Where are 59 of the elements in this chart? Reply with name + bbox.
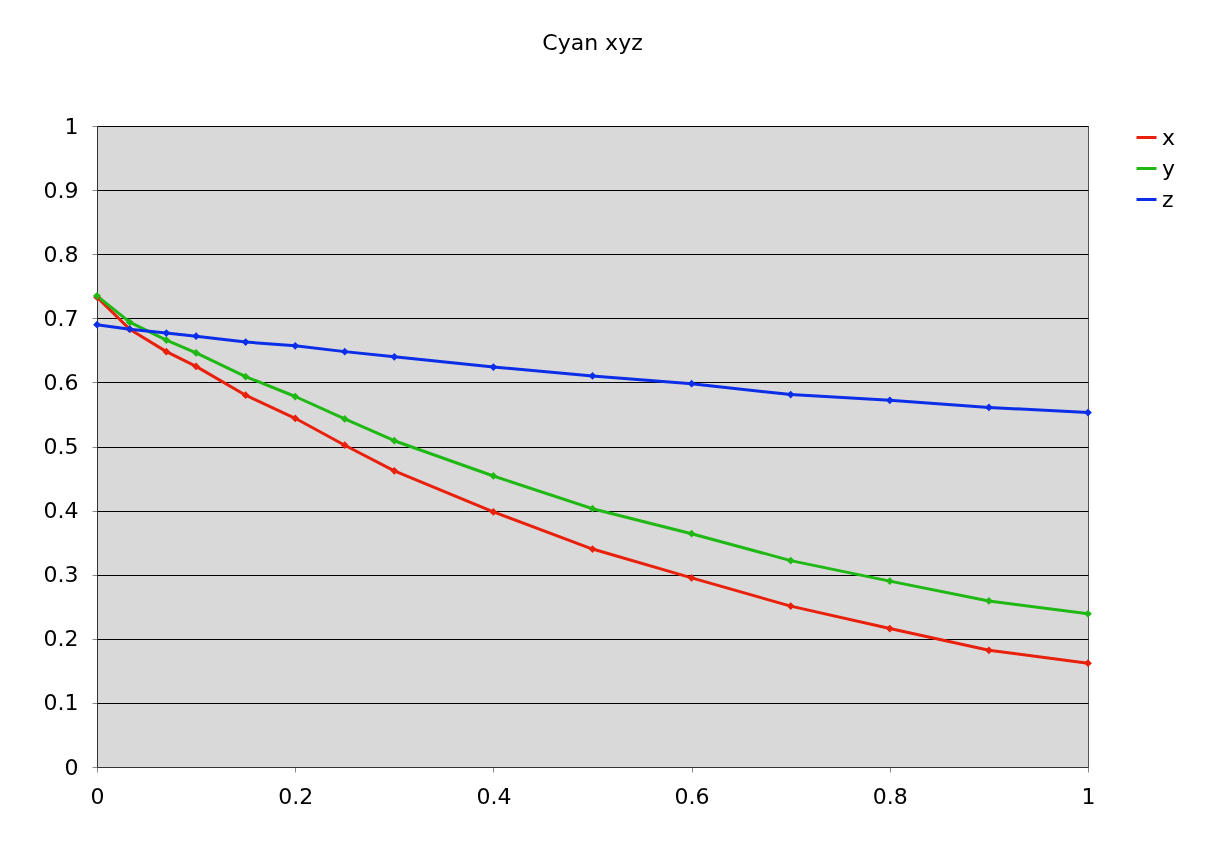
y-tick-label: 0.6 (43, 369, 79, 395)
point (786, 390, 795, 399)
y-tick-label: 0.4 (43, 498, 79, 524)
point (125, 318, 134, 327)
point (1084, 408, 1092, 417)
point (588, 372, 597, 380)
point (390, 466, 399, 475)
chart-title: Cyan xyz (542, 30, 643, 55)
point (588, 504, 597, 513)
y-tick-label: 0.7 (43, 305, 79, 331)
y-tick-label: 0.9 (43, 177, 79, 203)
point (93, 320, 101, 329)
point (786, 602, 795, 610)
x-tick-label: 0 (90, 783, 105, 809)
point (687, 574, 696, 582)
point (985, 597, 993, 605)
x-tick-label: 1 (1081, 783, 1096, 809)
point (291, 414, 300, 423)
point (192, 332, 200, 341)
point (1084, 609, 1092, 618)
x-tick-label: 0.8 (872, 783, 908, 809)
y-tick-label: 0.5 (43, 434, 79, 459)
point (985, 403, 993, 412)
point (489, 508, 498, 516)
x-tick-label: 0.6 (674, 783, 710, 809)
point (885, 577, 894, 585)
y-tick-label: 0.3 (43, 562, 79, 588)
y-tick-label: 0.2 (43, 626, 79, 652)
point (687, 529, 696, 538)
point (885, 624, 894, 633)
y-tick-label: 0.1 (43, 690, 79, 716)
point (192, 362, 200, 371)
point (340, 347, 349, 356)
point (241, 372, 250, 381)
point (291, 341, 300, 350)
point (340, 441, 349, 450)
point (241, 338, 250, 346)
point (588, 545, 597, 553)
point (885, 396, 894, 405)
point (192, 349, 200, 357)
y-tick-label: 1 (64, 113, 79, 139)
legend-label: y (1162, 155, 1176, 181)
point (390, 352, 399, 361)
legend-label: x (1162, 124, 1176, 150)
point (985, 646, 993, 655)
y-tick-label: 0 (64, 754, 79, 780)
point (786, 556, 795, 565)
point (162, 336, 171, 344)
point (241, 391, 250, 400)
point (340, 415, 349, 423)
point (291, 392, 300, 401)
x-tick-label: 0.2 (278, 783, 314, 809)
point (1084, 659, 1092, 668)
y-tick-label: 0.8 (43, 241, 79, 267)
point (162, 347, 171, 356)
point (489, 472, 498, 480)
legend-label: z (1162, 186, 1174, 212)
point (390, 436, 399, 445)
x-tick-label: 0.4 (476, 783, 512, 809)
